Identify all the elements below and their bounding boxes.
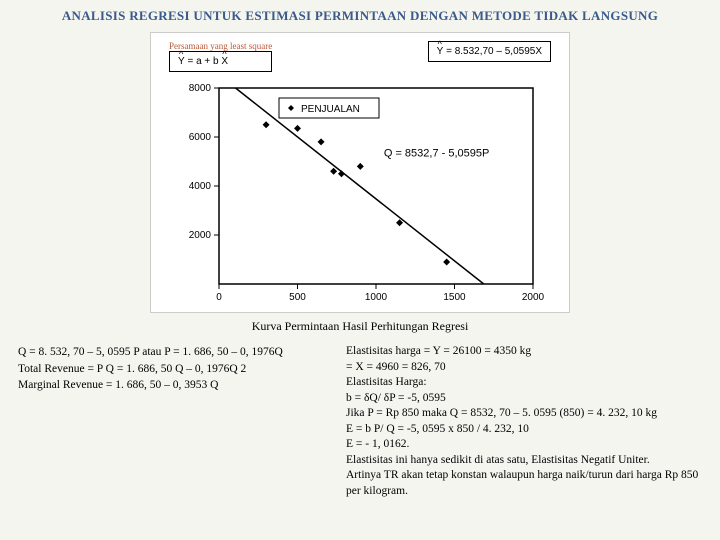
right-line-7: E = - 1, 0162. bbox=[346, 437, 702, 453]
right-line-4: b = δQ/ δP = -5, 0595 bbox=[346, 391, 702, 407]
chart-svg: 2000 4000 6000 8000 0 500 1000 1500 2000 PENJUALA… bbox=[175, 78, 545, 308]
eq-left-box: Y = a + b X bbox=[169, 51, 272, 72]
svg-text:500: 500 bbox=[289, 292, 306, 303]
right-line-5: Jika P = Rp 850 maka Q = 8532, 70 – 5. 0… bbox=[346, 406, 702, 422]
eq-header-label: Persamaan yang least square bbox=[169, 41, 272, 51]
svg-text:Q = 8532,7 - 5,0595P: Q = 8532,7 - 5,0595P bbox=[384, 148, 490, 160]
text-columns: Q = 8. 532, 70 – 5, 0595 P atau P = 1. 6… bbox=[0, 344, 720, 499]
right-line-6: E = b P/ Q = -5, 0595 x 850 / 4. 232, 10 bbox=[346, 422, 702, 438]
left-column: Q = 8. 532, 70 – 5, 0595 P atau P = 1. 6… bbox=[18, 344, 328, 499]
left-line-3: Marginal Revenue = 1. 686, 50 – 0, 3953 … bbox=[18, 377, 328, 394]
svg-text:8000: 8000 bbox=[189, 83, 212, 94]
left-line-2: Total Revenue = P Q = 1. 686, 50 Q – 0, … bbox=[18, 361, 328, 378]
right-line-9: Artinya TR akan tetap konstan walaupun h… bbox=[346, 468, 702, 499]
eq-right-text: = 8.532,70 – 5,0595X bbox=[443, 46, 542, 57]
svg-text:6000: 6000 bbox=[189, 132, 212, 143]
right-column: Elastisitas harga = Y = 26100 = 4350 kg … bbox=[346, 344, 702, 499]
left-line-1: Q = 8. 532, 70 – 5, 0595 P atau P = 1. 6… bbox=[18, 344, 328, 361]
chart-caption: Kurva Permintaan Hasil Perhitungan Regre… bbox=[0, 319, 720, 334]
eq-left-text: = a + b bbox=[185, 56, 222, 67]
right-line-1: Elastisitas harga = Y = 26100 = 4350 kg bbox=[346, 344, 702, 360]
svg-text:0: 0 bbox=[216, 292, 222, 303]
right-line-3: Elastisitas Harga: bbox=[346, 375, 702, 391]
equation-row: Persamaan yang least square Y = a + b X … bbox=[159, 39, 561, 78]
svg-text:4000: 4000 bbox=[189, 181, 212, 192]
right-line-8: Elastisitas ini hanya sedikit di atas sa… bbox=[346, 453, 702, 469]
svg-text:1500: 1500 bbox=[443, 292, 466, 303]
svg-text:2000: 2000 bbox=[189, 230, 212, 241]
svg-text:PENJUALAN: PENJUALAN bbox=[301, 104, 360, 115]
right-line-2: = X = 4960 = 826, 70 bbox=[346, 360, 702, 376]
eq-right-box: Y = 8.532,70 – 5,0595X bbox=[428, 41, 551, 62]
eq-header: Persamaan yang least square Y = a + b X bbox=[169, 41, 272, 72]
svg-text:1000: 1000 bbox=[365, 292, 388, 303]
chart-container: Persamaan yang least square Y = a + b X … bbox=[150, 32, 570, 313]
svg-text:2000: 2000 bbox=[522, 292, 545, 303]
page-title: ANALISIS REGRESI UNTUK ESTIMASI PERMINTA… bbox=[0, 0, 720, 28]
